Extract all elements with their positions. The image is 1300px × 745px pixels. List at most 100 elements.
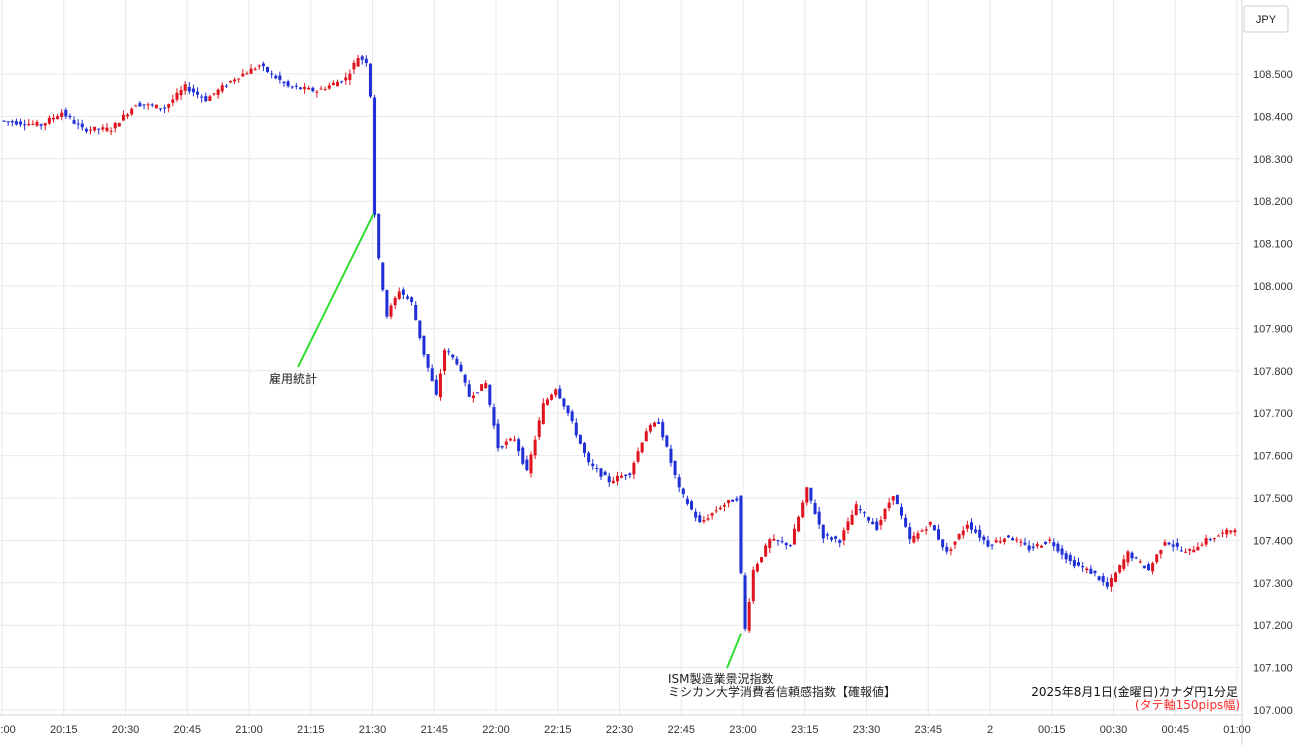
annotation-leader-line [726,633,742,669]
candle [43,122,47,131]
candle [718,505,722,511]
candle [858,505,862,514]
candle [986,535,990,548]
x-tick-label: 00:15 [1038,724,1066,736]
candle [418,320,422,341]
y-tick-label: 108.200 [1253,196,1293,208]
candle [677,473,681,493]
candle [583,442,587,458]
candle [1229,529,1233,535]
candle [570,409,574,424]
candle [1039,544,1043,548]
candle [587,451,591,466]
candle [97,128,101,135]
candle [652,421,656,428]
candle [706,513,710,522]
candle [624,474,628,481]
candle [389,303,393,320]
candle [484,380,488,389]
candle [578,434,582,445]
candle [1155,553,1159,564]
candle [261,61,265,72]
candle [191,84,195,97]
candle [373,94,377,218]
x-tick-label: 20:15 [50,724,78,736]
candle [945,542,949,555]
candle [220,82,224,94]
candle [1027,540,1031,553]
x-tick-label: 01:00 [1223,724,1251,736]
x-tick-label: 23:45 [914,724,942,736]
candle [611,476,615,484]
candle [1002,537,1006,545]
candle [266,66,270,74]
candle [685,495,689,506]
candle [253,67,257,71]
candle [895,494,899,505]
candle [599,467,603,481]
y-tick-label: 108.300 [1253,154,1293,166]
candle [35,119,39,127]
candle [1208,537,1212,542]
candle [764,543,768,558]
candle [714,506,718,514]
candle [809,487,813,504]
y-tick-label: 107.600 [1253,451,1293,463]
candle [344,72,348,85]
candle [233,77,237,84]
candle [331,80,335,86]
candle [105,123,109,133]
candle [1163,539,1167,547]
annotation-label: 雇用統計 [269,371,317,386]
candle [615,471,619,486]
candle [1093,570,1097,577]
candle [541,398,545,425]
candle [1064,550,1068,564]
candle [735,496,739,502]
candle [1151,561,1155,575]
candle [595,464,599,473]
candle [1052,538,1056,552]
candle [702,515,706,524]
candle [397,287,401,301]
y-tick-label: 107.800 [1253,366,1293,378]
candle [76,119,80,130]
candle [517,437,521,456]
candle [492,403,496,430]
candle [558,385,562,400]
y-tick-label: 107.200 [1253,620,1293,632]
candle [80,119,84,131]
x-tick-label: 22:15 [544,724,572,736]
candle [237,78,241,83]
candle [545,397,549,406]
candle [60,109,64,121]
candle [307,85,311,90]
candle [414,301,418,321]
candle [455,356,459,366]
x-tick-label: 23:15 [791,724,819,736]
candle [731,499,735,502]
candle [1126,549,1130,567]
candle [475,392,479,394]
candle [1068,552,1072,565]
candle [6,120,10,126]
candle [817,506,821,530]
candle [513,435,517,442]
candle [212,93,216,97]
candle [360,54,364,65]
candle [1105,577,1109,590]
candle [463,373,467,387]
candle [1216,534,1220,537]
candle [447,348,451,356]
candle [1081,562,1085,572]
candle [459,361,463,373]
candle [949,546,953,556]
candle [150,103,154,108]
annotation-label: ISM製造業景況指数 [668,671,774,686]
candle [562,397,566,410]
candle [648,423,652,434]
candle [434,375,438,396]
chart-subcaption: (タテ軸150pips幅) [1135,697,1240,712]
candle [508,437,512,442]
